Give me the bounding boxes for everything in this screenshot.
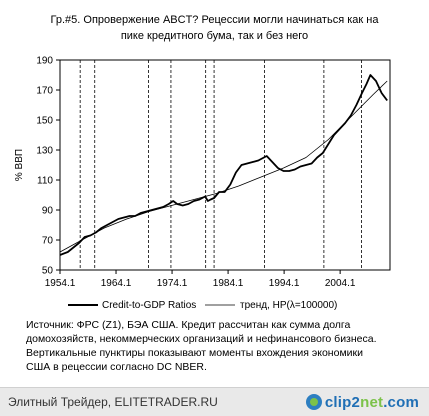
y-tick-label-6: 170: [36, 86, 53, 97]
y-axis-label: % ВВП: [14, 149, 25, 181]
chart-title-line-2: пике кредитного бума, так и без него: [120, 30, 309, 42]
x-tick-label-5: 2004.1: [325, 278, 356, 289]
x-tick-label-0: 1954.1: [45, 278, 76, 289]
x-tick-label-4: 1994.1: [269, 278, 300, 289]
y-tick-label-7: 190: [36, 56, 53, 67]
source-line-4: США в рецессии согласно DC NBER.: [26, 361, 207, 373]
clip2net-logo[interactable]: clip2net.com: [305, 393, 419, 411]
series-trend-line: [59, 80, 388, 253]
series-lines: [59, 74, 388, 256]
legend-label-trend: тренд, HP(λ=100000): [240, 300, 337, 311]
y-tick-label-1: 70: [42, 236, 54, 247]
y-tick-label-2: 90: [42, 206, 54, 217]
recession-lines: [79, 60, 362, 270]
x-tick-label-2: 1974.1: [157, 278, 188, 289]
source-line-3: Вертикальные пунктиры показывают моменты…: [26, 347, 363, 359]
footer-bar: Элитный Трейдер, ELITETRADER.RU clip2net…: [0, 387, 429, 416]
x-tick-label-1: 1964.1: [101, 278, 132, 289]
footer-site-text[interactable]: Элитный Трейдер, ELITETRADER.RU: [8, 395, 218, 409]
x-axis: 1954.1 1964.1 1974.1 1984.1 1994.1 2004.1: [45, 270, 356, 289]
legend: Credit-to-GDP Ratios тренд, HP(λ=100000): [68, 300, 337, 311]
plot-area: [59, 59, 391, 271]
source-note: Источник: ФРС (Z1), БЭА США. Кредит расс…: [26, 318, 421, 374]
y-tick-label-0: 50: [42, 266, 54, 277]
clip2net-logo-icon: [305, 394, 322, 410]
legend-label-credit: Credit-to-GDP Ratios: [102, 300, 196, 311]
chart: 50 70 90 110 130 150 170 190 1954.1 1964.1 1974.1…: [14, 56, 391, 311]
source-line-2: домохозяйств, некоммерческих организаций…: [26, 333, 377, 345]
y-axis: 50 70 90 110 130 150 170 190: [36, 56, 60, 277]
source-line-1: Источник: ФРС (Z1), БЭА США. Кредит расс…: [26, 319, 351, 331]
y-tick-label-3: 110: [37, 176, 53, 187]
chart-title-line-1: Гр.#5. Опровержение ABCT? Рецессии могли…: [50, 14, 379, 26]
y-tick-label-4: 130: [36, 146, 53, 157]
x-tick-label-3: 1984.1: [213, 278, 244, 289]
y-tick-label-5: 150: [36, 116, 53, 127]
clip2net-logo-text: clip2net.com: [324, 393, 419, 411]
